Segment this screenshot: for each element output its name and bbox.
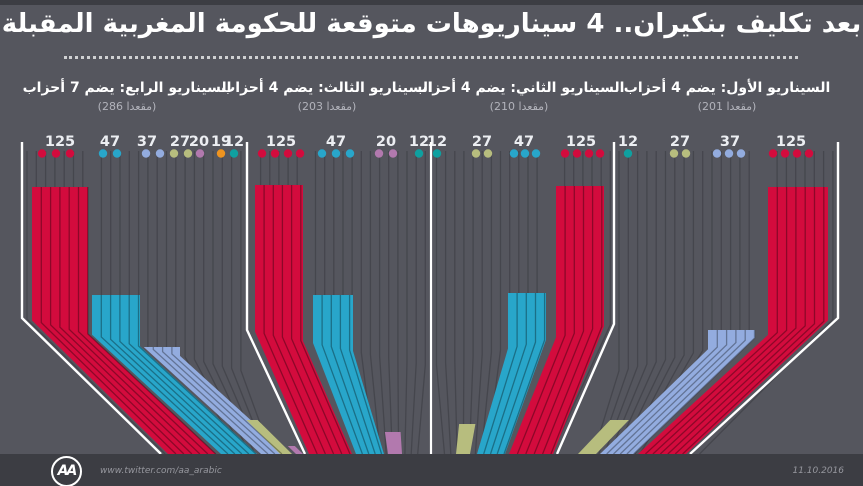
- footer-bar: AA www.twitter.com/aa_arabic 11.10.2016: [0, 454, 863, 486]
- scenario-3-title: السيناريو الثالث: يضم 4 أحزاب: [221, 80, 433, 96]
- svg-text:27: 27: [170, 134, 190, 150]
- svg-text:20: 20: [376, 134, 396, 150]
- publication-date: 11.10.2016: [792, 466, 844, 476]
- scenario-2-title: السيناريو الثاني: يضم 4 أحزاب: [413, 80, 625, 96]
- svg-text:27: 27: [670, 134, 690, 150]
- scenario-4-title: السيناريو الرابع: يضم 7 أحزاب: [22, 80, 232, 96]
- svg-text:125: 125: [776, 134, 806, 150]
- title-separator: [64, 56, 798, 59]
- svg-text:27: 27: [472, 134, 492, 150]
- svg-text:37: 37: [720, 134, 740, 150]
- svg-text:47: 47: [514, 134, 534, 150]
- scenario-4-header: السيناريو الرابع: يضم 7 أحزاب (286 مقعدا…: [16, 80, 238, 113]
- top-strip: [0, 0, 863, 5]
- page-title: بعد تكليف بنكيران.. 4 سيناريوهات متوقعة …: [1, 9, 862, 39]
- scenario-2-header: السيناريو الثاني: يضم 4 أحزاب (210 مقعدا…: [408, 80, 630, 113]
- svg-text:47: 47: [326, 134, 346, 150]
- scenario-3-seats: (203 مقعدا): [297, 100, 357, 113]
- svg-text:12: 12: [409, 134, 429, 150]
- svg-text:47: 47: [100, 134, 120, 150]
- scenario-1-header: السيناريو الأول: يضم 4 أحزاب (201 مقعدا): [616, 80, 838, 113]
- svg-text:37: 37: [137, 134, 157, 150]
- svg-text:125: 125: [566, 134, 596, 150]
- svg-text:125: 125: [266, 134, 296, 150]
- scenario-1-seats: (201 مقعدا): [697, 100, 757, 113]
- svg-text:125: 125: [45, 134, 75, 150]
- twitter-handle: www.twitter.com/aa_arabic: [100, 466, 222, 476]
- scenario-1-title: السيناريو الأول: يضم 4 أحزاب: [623, 80, 831, 96]
- svg-text:19: 19: [211, 134, 231, 150]
- svg-text:12: 12: [618, 134, 638, 150]
- svg-text:12: 12: [224, 134, 244, 150]
- svg-text:20: 20: [189, 134, 209, 150]
- scenario-3-header: السيناريو الثالث: يضم 4 أحزاب (203 مقعدا…: [216, 80, 438, 113]
- scenario-2-seats: (210 مقعدا): [489, 100, 549, 113]
- anadolu-agency-logo: AA: [51, 456, 82, 486]
- scenario-4-seats: (286 مقعدا): [97, 100, 157, 113]
